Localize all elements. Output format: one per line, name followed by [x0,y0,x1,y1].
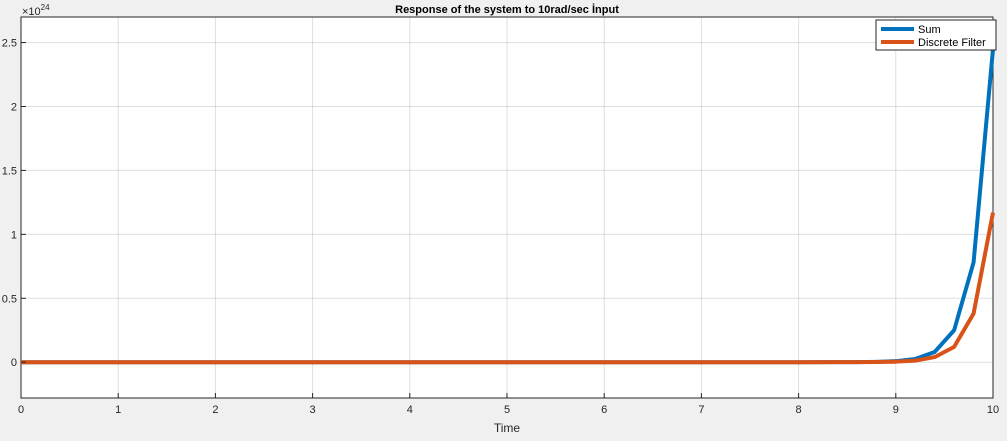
y-tick-label: 0 [11,357,17,369]
y-tick-label: 0.5 [2,293,17,305]
y-axis-exponent: ×1024 [22,3,50,18]
x-tick-label: 3 [310,404,316,416]
plot-area[interactable] [20,16,994,399]
x-tick-label: 7 [698,404,704,416]
x-tick-label: 8 [796,404,802,416]
x-tick-label: 2 [212,404,218,416]
chart-title: Response of the system to 10rad/sec İnpu… [395,3,619,16]
x-tick-label: 9 [893,404,899,416]
series-line-discrete-filter[interactable] [21,212,995,365]
y-tick-label: 1 [11,229,17,241]
x-tick-label: 10 [987,404,999,416]
legend-entry-label: Discrete Filter [918,37,986,49]
x-axis-label: Time [494,421,521,435]
x-tick-label: 4 [407,404,413,416]
ticks: 0 1 2 3 4 5 6 7 8 9 10 0 0.5 1 1.5 2 2.5 [2,38,999,416]
legend-entry-label: Sum [918,24,941,36]
x-tick-label: 1 [115,404,121,416]
y-axis-exponent-base: ×10 [22,6,41,18]
x-tick-label: 0 [18,404,24,416]
x-tick-label: 6 [601,404,607,416]
y-axis-exponent-power: 24 [41,3,50,12]
x-tick-label: 5 [504,404,510,416]
y-tick-label: 2.5 [2,38,17,50]
y-tick-label: 1.5 [2,165,17,177]
series-layer [21,48,995,365]
legend-box [875,19,997,51]
y-tick-label: 2 [11,101,17,113]
